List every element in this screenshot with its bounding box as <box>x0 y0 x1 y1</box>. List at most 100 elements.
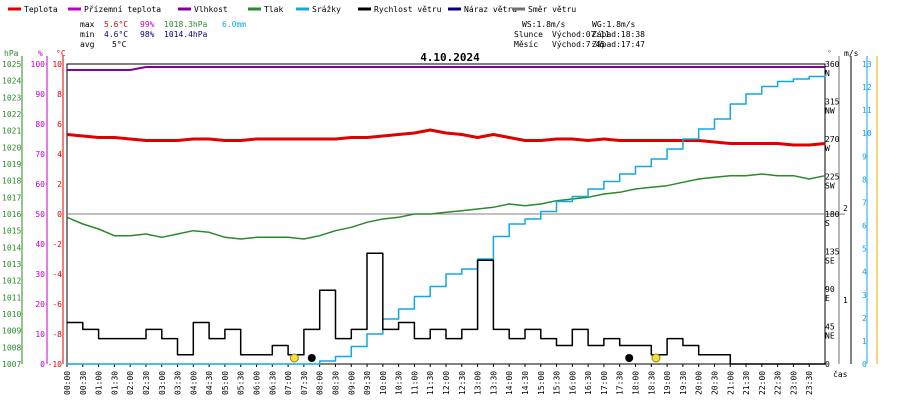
wind-speed-tick-label: 5 <box>862 245 867 254</box>
x-tick-label: 02:00 <box>126 371 135 395</box>
x-tick-label: 19:00 <box>663 371 672 395</box>
x-tick-label: 11:00 <box>410 371 419 395</box>
wind-speed-tick-label: 11 <box>862 106 872 115</box>
direction-cardinal-label: NW <box>825 107 835 116</box>
x-tick-label: 00:30 <box>79 371 88 395</box>
humidity-tick-label: 100 <box>31 60 46 69</box>
x-tick-label: 18:30 <box>647 371 656 395</box>
x-tick-label: 12:30 <box>458 371 467 395</box>
info-sun-rise: Východ:07:11 <box>552 30 610 39</box>
x-tick-label: 22:30 <box>774 371 783 395</box>
rain-tick-label: 1 <box>843 296 848 305</box>
stat-max-label: max <box>80 20 95 29</box>
x-tick-label: 07:00 <box>284 371 293 395</box>
legend-label: Náraz větru <box>464 5 517 14</box>
direction-tick-label: 180 <box>825 210 840 219</box>
legend-label: Směr větru <box>528 5 576 14</box>
pressure-tick-label: 1014 <box>2 243 21 252</box>
direction-cardinal-label: E <box>825 294 830 303</box>
pressure-tick-label: 1015 <box>2 227 21 236</box>
x-tick-label: 07:30 <box>300 371 309 395</box>
wind-speed-tick-label: 6 <box>862 222 867 231</box>
info-wind-speed: WS:1.8m/s <box>522 20 566 29</box>
sunset-marker <box>651 353 661 363</box>
x-axis-label: čas <box>833 369 848 379</box>
wind-speed-tick-label: 2 <box>862 314 867 323</box>
stat-max-rain: 6.0mm <box>222 20 246 29</box>
direction-tick-label: 90 <box>825 285 835 294</box>
direction-tick-label: 360 <box>825 60 840 69</box>
stat-max-pressure: 1018.3hPa <box>164 20 208 29</box>
info-wind-gust: WG:1.8m/s <box>592 20 636 29</box>
pressure-tick-label: 1019 <box>2 160 21 169</box>
x-tick-label: 01:00 <box>95 371 104 395</box>
info-moon-set: Západ:17:47 <box>592 40 645 49</box>
direction-tick-label: 0 <box>825 360 830 369</box>
x-tick-label: 21:30 <box>742 371 751 395</box>
wind-speed-line <box>67 252 825 365</box>
legend-label: Srážky <box>312 5 341 14</box>
temperature-tick-label: -2 <box>52 240 62 249</box>
x-tick-label: 03:30 <box>174 371 183 395</box>
humidity-tick-label: 80 <box>35 120 45 129</box>
pressure-tick-label: 1011 <box>2 293 21 302</box>
pressure-tick-label: 1009 <box>2 327 21 336</box>
rain-line <box>67 74 826 365</box>
x-tick-label: 23:00 <box>789 371 798 395</box>
wind-speed-tick-label: 10 <box>862 129 872 138</box>
x-tick-label: 16:00 <box>568 371 577 395</box>
pressure-tick-label: 1025 <box>2 60 21 69</box>
pressure-tick-label: 1007 <box>2 360 21 369</box>
temperature-tick-label: 10 <box>52 60 62 69</box>
direction-tick-label: 225 <box>825 173 840 182</box>
temperature-tick-label: 0 <box>57 210 62 219</box>
pressure-tick-label: 1010 <box>2 310 21 319</box>
x-tick-label: 00:00 <box>63 371 72 395</box>
x-tick-label: 14:30 <box>521 371 530 395</box>
x-tick-label: 10:30 <box>395 371 404 395</box>
temperature-tick-label: 8 <box>57 90 62 99</box>
info-sun-set: Západ:18:38 <box>592 30 645 39</box>
x-tick-label: 09:00 <box>347 371 356 395</box>
x-tick-label: 05:30 <box>237 371 246 395</box>
pressure-tick-label: 1021 <box>2 127 21 136</box>
x-tick-label: 20:00 <box>695 371 704 395</box>
x-tick-label: 06:00 <box>253 371 262 395</box>
x-tick-label: 12:00 <box>442 371 451 395</box>
x-tick-label: 18:00 <box>632 371 641 395</box>
pressure-tick-label: 1023 <box>2 93 21 102</box>
temperature-line <box>66 128 826 147</box>
pressure-tick-label: 1022 <box>2 110 21 119</box>
stat-avg-temp: 5°C <box>112 40 127 49</box>
pressure-unit: hPa <box>4 49 19 58</box>
temperature-tick-label: -4 <box>52 270 62 279</box>
direction-unit: ° <box>827 49 832 58</box>
wind-speed-tick-label: 13 <box>862 60 872 69</box>
direction-cardinal-label: SE <box>825 257 835 266</box>
info-moon-rise: Východ:7:45 <box>552 40 605 49</box>
humidity-tick-label: 30 <box>35 270 45 279</box>
x-tick-label: 21:00 <box>726 371 735 395</box>
x-tick-label: 08:00 <box>316 371 325 395</box>
wind-speed-unit: m/s <box>844 49 859 58</box>
temperature-tick-label: 2 <box>57 180 62 189</box>
moonset-marker <box>625 354 634 362</box>
humidity-tick-label: 50 <box>35 210 45 219</box>
humidity-tick-label: 60 <box>35 180 45 189</box>
wind-speed-tick-label: 4 <box>862 268 867 277</box>
x-tick-label: 16:30 <box>584 371 593 395</box>
x-tick-label: 15:30 <box>553 371 562 395</box>
direction-cardinal-label: NE <box>825 332 835 341</box>
x-tick-label: 08:30 <box>331 371 340 395</box>
direction-cardinal-label: W <box>825 144 830 153</box>
stat-min-pressure: 1014.4hPa <box>164 30 208 39</box>
humidity-tick-label: 40 <box>35 240 45 249</box>
pressure-tick-label: 1018 <box>2 177 21 186</box>
stat-max-temp: 5.6°C <box>104 20 128 29</box>
stat-max-humidity: 99% <box>140 20 155 29</box>
direction-tick-label: 270 <box>825 135 840 144</box>
x-tick-label: 03:00 <box>158 371 167 395</box>
humidity-tick-label: 90 <box>35 90 45 99</box>
